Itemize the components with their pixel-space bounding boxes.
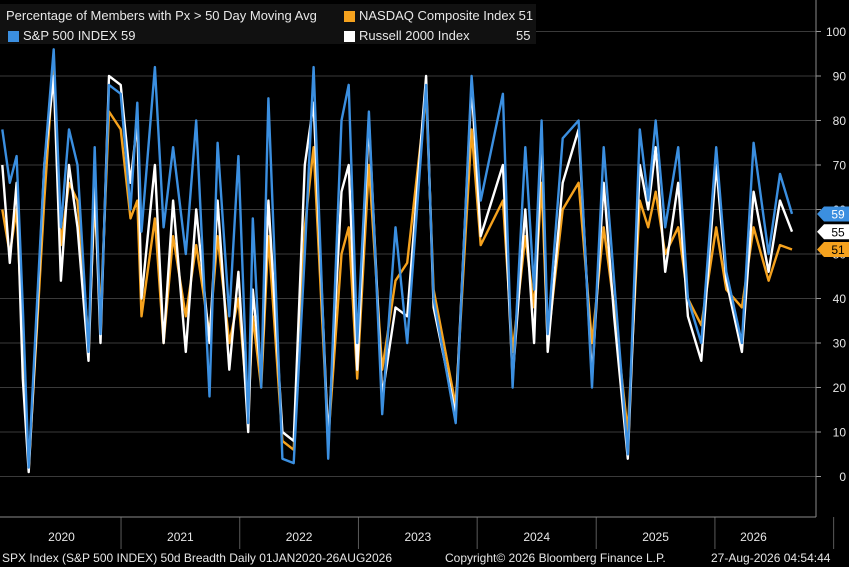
- legend-swatch-nasdaq: [344, 11, 355, 22]
- x-tick-label: 2021: [167, 530, 194, 544]
- value-tag-label: 55: [831, 225, 845, 239]
- footer-copyright: Copyright© 2026 Bloomberg Finance L.P.: [445, 551, 666, 565]
- y-tick-label: 40: [833, 292, 847, 306]
- legend-label-russell: Russell 2000 Index: [359, 28, 470, 43]
- x-tick-label: 2023: [404, 530, 431, 544]
- legend: Percentage of Members with Px > 50 Day M…: [0, 4, 536, 44]
- value-tag-label: 59: [831, 207, 845, 221]
- x-tick-label: 2024: [523, 530, 550, 544]
- y-tick-label: 10: [833, 426, 847, 440]
- y-tick-label: 90: [833, 70, 847, 84]
- y-tick-label: 70: [833, 159, 847, 173]
- footer-source: SPX Index (S&P 500 INDEX) 50d Breadth Da…: [2, 551, 392, 565]
- footer-timestamp: 27-Aug-2026 04:54:44: [711, 551, 831, 565]
- series-line-spx: [1, 48, 794, 469]
- footer: SPX Index (S&P 500 INDEX) 50d Breadth Da…: [0, 549, 849, 567]
- legend-swatch-russell: [344, 31, 355, 42]
- legend-label-spx: S&P 500 INDEX 59: [23, 28, 136, 43]
- x-tick-label: 2025: [642, 530, 669, 544]
- y-tick-label: 20: [833, 381, 847, 395]
- value-tag-shape: [817, 242, 849, 258]
- value-tag-shape: [817, 224, 849, 240]
- value-tag-label: 51: [831, 243, 845, 257]
- chart-title: Percentage of Members with Px > 50 Day M…: [6, 8, 317, 23]
- value-tag-russell: 55: [817, 224, 849, 240]
- x-tick-label: 2022: [286, 530, 313, 544]
- y-tick-label: 0: [839, 470, 846, 484]
- legend-value-russell: 55: [516, 28, 531, 43]
- value-tag-spx: 59: [817, 206, 849, 222]
- value-tag-shape: [817, 206, 849, 222]
- series-line-nasdaq: [1, 57, 793, 469]
- legend-swatch-spx: [8, 31, 19, 42]
- y-tick-label: 30: [833, 337, 847, 351]
- x-tick-label: 2020: [48, 530, 75, 544]
- y-tick-label: 100: [826, 25, 846, 39]
- breadth-chart: 0102030405060708090100202020212022202320…: [0, 0, 849, 549]
- x-tick-label: 2026: [740, 530, 767, 544]
- y-tick-label: 80: [833, 114, 847, 128]
- value-tag-nasdaq: 51: [817, 242, 849, 258]
- legend-label-nasdaq: NASDAQ Composite Index 51: [359, 8, 534, 23]
